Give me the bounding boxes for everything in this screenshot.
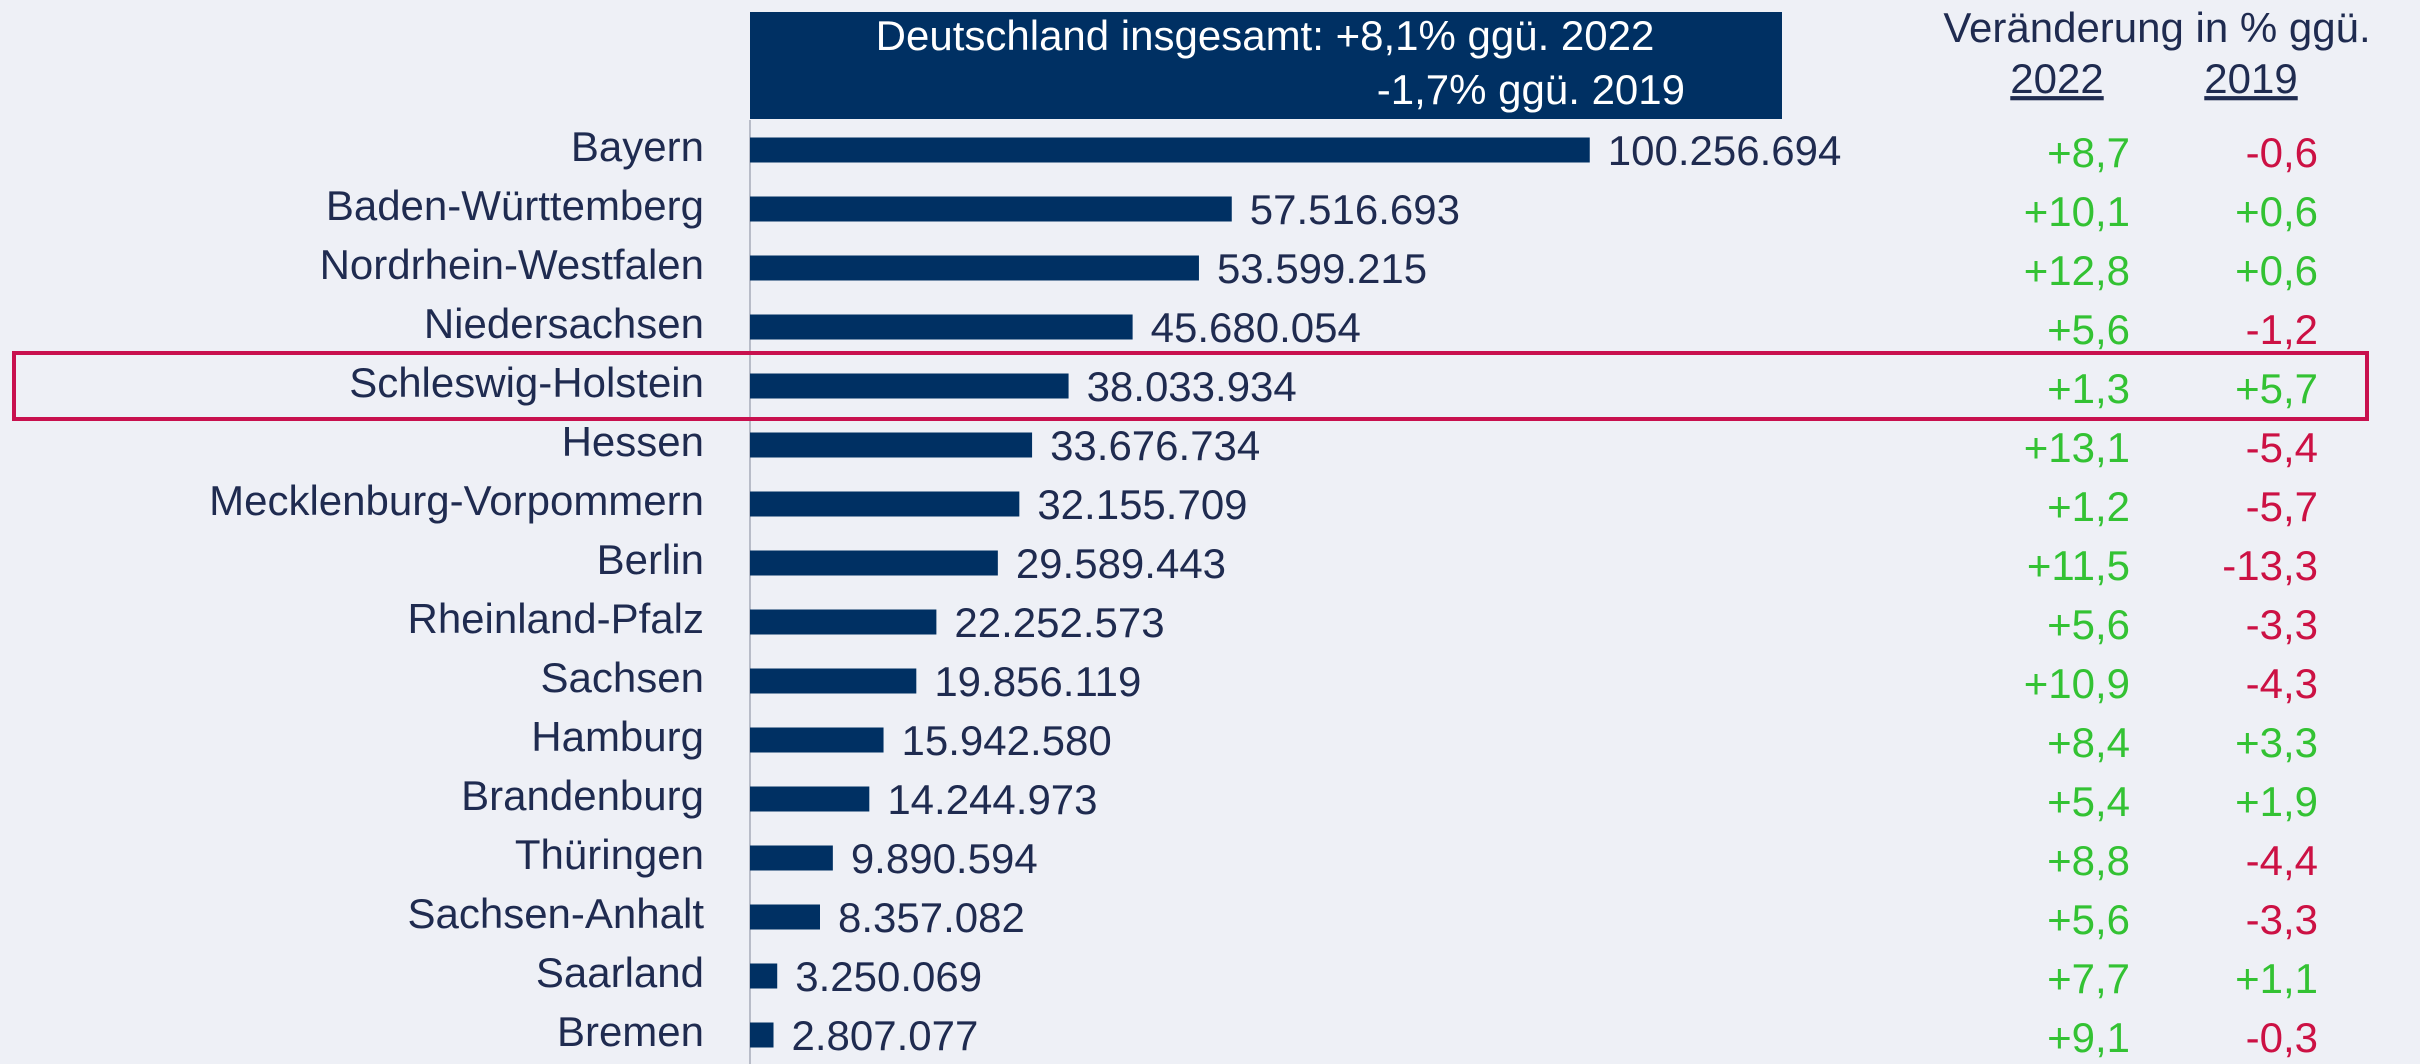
change-value: +0,6 [2235, 247, 2318, 294]
category-label: Bremen [557, 1008, 704, 1055]
column-header: 2019 [2204, 55, 2297, 102]
change-value: +1,2 [2047, 483, 2130, 530]
change-value: -3,3 [2246, 601, 2318, 648]
category-label: Niedersachsen [424, 300, 704, 347]
change-value: -3,3 [2246, 896, 2318, 943]
bar [750, 432, 1033, 458]
highlight-box [12, 351, 2369, 421]
change-value: +10,1 [2024, 188, 2130, 235]
change-value: -5,4 [2246, 424, 2318, 471]
category-label: Schleswig-Holstein [349, 359, 704, 406]
value-label: 53.599.215 [1217, 245, 1427, 292]
category-label: Bayern [571, 123, 704, 170]
value-label: 9.890.594 [851, 835, 1038, 882]
value-label: 22.252.573 [954, 599, 1164, 646]
change-value: +5,6 [2047, 601, 2130, 648]
change-value: +9,1 [2047, 1014, 2130, 1061]
value-label: 14.244.973 [887, 776, 1097, 823]
category-label: Nordrhein-Westfalen [320, 241, 704, 288]
change-value: -4,3 [2246, 660, 2318, 707]
value-label: 2.807.077 [792, 1012, 979, 1059]
change-value: +1,3 [2047, 365, 2130, 412]
change-value: +13,1 [2024, 424, 2130, 471]
change-value: +10,9 [2024, 660, 2130, 707]
column-header: 2022 [2010, 55, 2103, 102]
bar [750, 137, 1590, 163]
value-label: 38.033.934 [1087, 363, 1297, 410]
change-value: +5,6 [2047, 896, 2130, 943]
value-label: 3.250.069 [795, 953, 982, 1000]
value-label: 45.680.054 [1151, 304, 1361, 351]
category-label: Brandenburg [461, 772, 704, 819]
bar [750, 314, 1133, 340]
change-value: +3,3 [2235, 719, 2318, 766]
category-label: Sachsen [541, 654, 704, 701]
change-value: -0,6 [2246, 129, 2318, 176]
bar [750, 963, 778, 989]
value-label: 100.256.694 [1608, 127, 1842, 174]
change-value: +1,1 [2235, 955, 2318, 1002]
bar [750, 491, 1020, 517]
change-value: +0,6 [2235, 188, 2318, 235]
change-value: +5,6 [2047, 306, 2130, 353]
category-label: Saarland [536, 949, 704, 996]
category-label: Hamburg [531, 713, 704, 760]
change-value: +5,4 [2047, 778, 2130, 825]
value-label: 15.942.580 [902, 717, 1112, 764]
value-label: 19.856.119 [934, 658, 1141, 705]
annotation-box [750, 12, 1782, 119]
bar [750, 550, 998, 576]
category-label: Sachsen-Anhalt [407, 890, 704, 937]
change-value: -1,2 [2246, 306, 2318, 353]
bar [750, 196, 1232, 222]
category-label: Mecklenburg-Vorpommern [209, 477, 704, 524]
change-value: +7,7 [2047, 955, 2130, 1002]
bar [750, 845, 833, 871]
bar [750, 904, 820, 930]
value-label: 57.516.693 [1250, 186, 1460, 233]
bar [750, 373, 1069, 399]
category-label: Hessen [562, 418, 704, 465]
value-label: 8.357.082 [838, 894, 1025, 941]
annotation: -1,7% ggü. 2019 [1377, 66, 1685, 113]
annotation: Deutschland insgesamt: +8,1% ggü. 2022 [876, 12, 1655, 59]
change-value: +1,9 [2235, 778, 2318, 825]
value-label: 32.155.709 [1037, 481, 1247, 528]
change-value: -13,3 [2222, 542, 2318, 589]
change-value: +8,7 [2047, 129, 2130, 176]
change-value: -4,4 [2246, 837, 2318, 884]
bar [750, 255, 1199, 281]
category-label: Rheinland-Pfalz [407, 595, 704, 642]
change-value: +8,4 [2047, 719, 2130, 766]
change-value: -0,3 [2246, 1014, 2318, 1061]
bar [750, 1022, 774, 1048]
category-label: Thüringen [515, 831, 704, 878]
bar [750, 668, 917, 694]
change-value: +12,8 [2024, 247, 2130, 294]
category-label: Baden-Württemberg [326, 182, 704, 229]
category-label: Berlin [597, 536, 704, 583]
bar [750, 786, 870, 812]
change-value: +11,5 [2027, 542, 2130, 589]
value-label: 33.676.734 [1050, 422, 1260, 469]
bar [750, 727, 884, 753]
change-value: +8,8 [2047, 837, 2130, 884]
change-value: -5,7 [2246, 483, 2318, 530]
change-value: +5,7 [2235, 365, 2318, 412]
value-label: 29.589.443 [1016, 540, 1226, 587]
bar [750, 609, 937, 635]
changes-title: Veränderung in % ggü. [1943, 4, 2370, 51]
